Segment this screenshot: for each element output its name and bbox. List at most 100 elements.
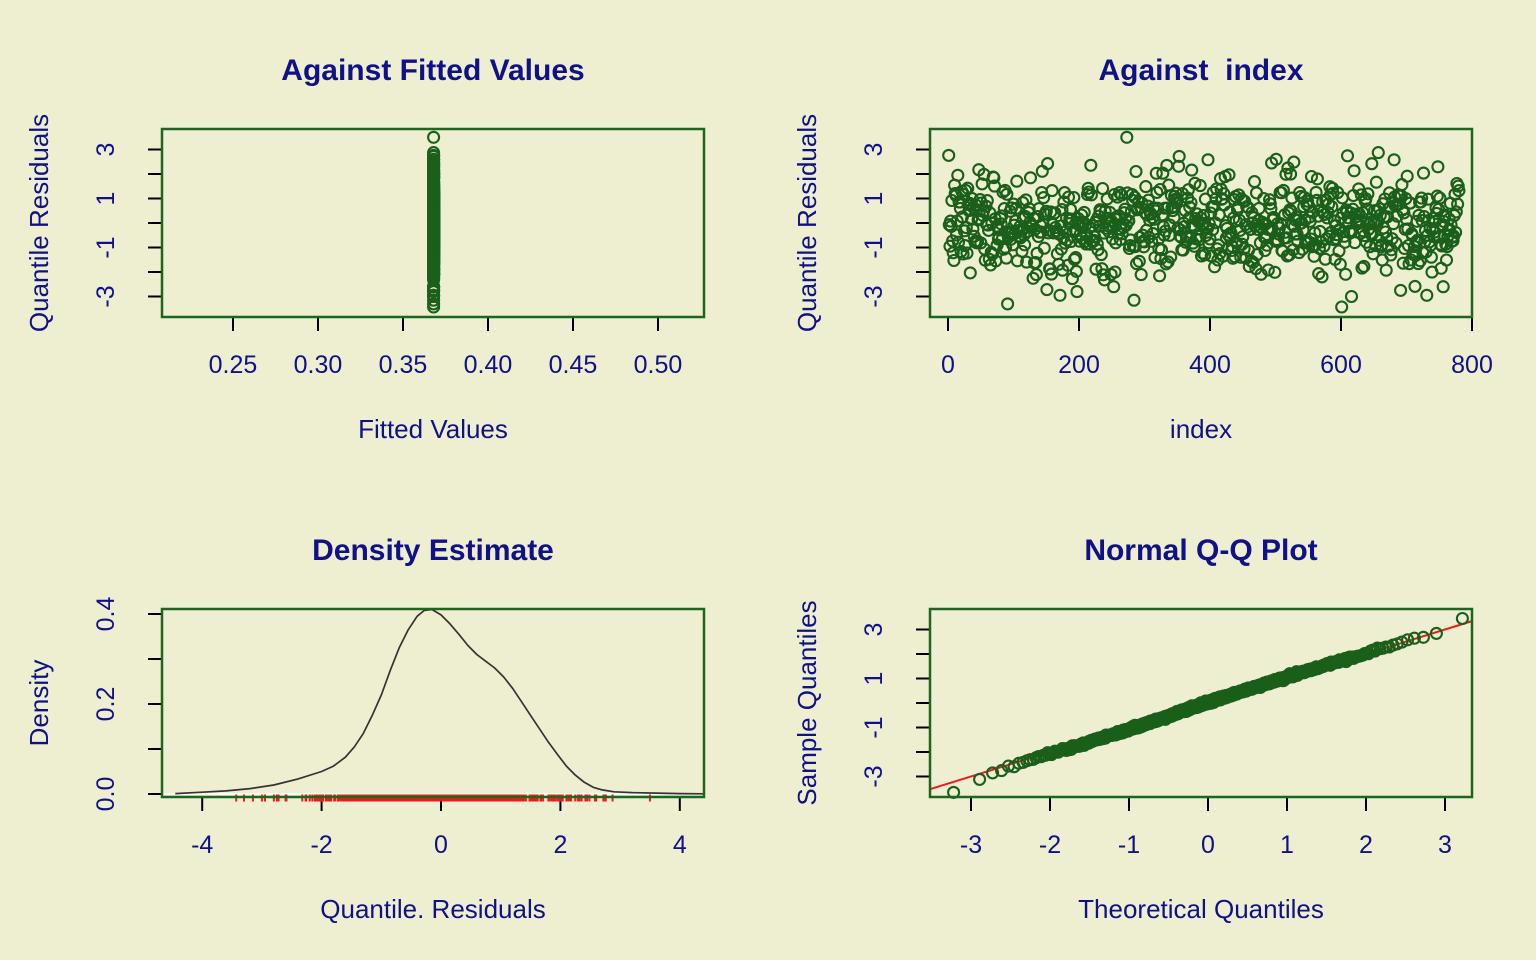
data-point bbox=[1018, 238, 1032, 252]
data-point bbox=[1369, 175, 1383, 189]
y-tick-label: -3 bbox=[92, 285, 120, 307]
data-point bbox=[1010, 174, 1024, 188]
data-point bbox=[1424, 250, 1438, 264]
data-point bbox=[1429, 626, 1443, 640]
data-point bbox=[1436, 280, 1450, 294]
scatter-points bbox=[942, 130, 1466, 314]
data-point bbox=[1431, 160, 1445, 174]
data-point bbox=[1315, 270, 1329, 284]
data-point bbox=[427, 283, 441, 297]
data-point bbox=[1333, 257, 1347, 271]
data-point bbox=[427, 205, 441, 219]
data-point bbox=[1149, 166, 1163, 180]
data-point bbox=[1132, 254, 1146, 268]
data-point bbox=[1263, 197, 1277, 211]
data-point bbox=[1015, 244, 1029, 258]
panel-against-fitted-values: Against Fitted Values Fitted Values Quan… bbox=[24, 54, 706, 444]
data-point bbox=[1084, 188, 1098, 202]
data-point bbox=[947, 253, 961, 268]
x-tick-label: 0 bbox=[1201, 831, 1215, 859]
data-point bbox=[1361, 187, 1375, 201]
data-point bbox=[427, 130, 441, 144]
data-point bbox=[1344, 289, 1359, 304]
x-axis-label: Fitted Values bbox=[358, 414, 508, 444]
axis-ticks: 0.25 0.30 0.35 0.40 0.45 0.50 -3 -1 1 3 bbox=[92, 143, 682, 379]
data-point bbox=[1387, 153, 1401, 167]
data-point bbox=[1408, 279, 1422, 293]
data-point bbox=[1279, 167, 1293, 181]
data-point bbox=[1338, 235, 1352, 249]
y-tick-label: 1 bbox=[860, 672, 888, 686]
data-point bbox=[1113, 186, 1127, 200]
data-point bbox=[1415, 191, 1429, 205]
data-point bbox=[1198, 248, 1212, 262]
y-tick-label: 3 bbox=[860, 143, 888, 157]
plot-box bbox=[160, 607, 706, 799]
data-point bbox=[1037, 191, 1051, 205]
data-point bbox=[1335, 300, 1349, 314]
data-point bbox=[1000, 187, 1014, 201]
data-point bbox=[1378, 225, 1393, 239]
x-tick-label: 2 bbox=[1359, 831, 1373, 859]
data-point bbox=[1184, 196, 1198, 210]
data-point bbox=[1035, 164, 1049, 178]
data-point bbox=[1044, 267, 1059, 281]
y-tick-label: -1 bbox=[860, 236, 888, 258]
data-point bbox=[1014, 231, 1028, 245]
y-tick-label: -1 bbox=[92, 236, 120, 258]
data-point bbox=[1365, 157, 1379, 171]
data-point bbox=[987, 171, 1001, 185]
data-point bbox=[1413, 254, 1427, 268]
data-point bbox=[973, 772, 987, 786]
data-point bbox=[1108, 265, 1122, 279]
density-plot bbox=[162, 608, 704, 802]
data-point bbox=[427, 265, 441, 279]
data-point bbox=[427, 280, 441, 294]
data-point bbox=[1048, 206, 1062, 220]
data-point bbox=[1332, 244, 1346, 258]
data-point bbox=[427, 225, 441, 239]
axis-ticks: 0 200 400 600 800 -3 -1 1 3 bbox=[860, 143, 1493, 379]
data-point bbox=[963, 266, 977, 280]
data-point bbox=[951, 168, 965, 182]
y-tick-label: 3 bbox=[92, 143, 120, 157]
data-point bbox=[1226, 251, 1240, 265]
data-point bbox=[1208, 260, 1222, 274]
data-point bbox=[1386, 217, 1400, 231]
data-point bbox=[427, 253, 441, 267]
x-tick-label: 1 bbox=[1280, 831, 1294, 859]
data-point bbox=[1320, 211, 1334, 225]
data-point bbox=[1201, 153, 1215, 167]
data-point bbox=[1304, 169, 1319, 184]
data-point bbox=[427, 160, 441, 174]
data-point bbox=[1053, 288, 1067, 302]
data-point bbox=[980, 194, 994, 208]
data-point bbox=[427, 261, 441, 275]
y-tick-label: 3 bbox=[860, 623, 888, 637]
density-curve bbox=[175, 608, 704, 795]
data-point bbox=[944, 214, 958, 228]
y-tick-label: 0.2 bbox=[92, 687, 120, 722]
x-tick-label: 0.35 bbox=[379, 351, 428, 379]
x-axis-label: index bbox=[1170, 414, 1232, 444]
data-point bbox=[1026, 271, 1040, 285]
data-point bbox=[1017, 228, 1031, 242]
data-point bbox=[1153, 269, 1167, 283]
x-tick-label: 3 bbox=[1438, 831, 1452, 859]
data-point bbox=[427, 184, 441, 198]
data-point bbox=[1451, 179, 1465, 193]
data-point bbox=[1455, 611, 1469, 626]
plot-box bbox=[928, 607, 1474, 799]
data-point bbox=[1379, 263, 1393, 277]
data-point bbox=[1433, 191, 1447, 205]
data-point bbox=[1416, 630, 1430, 644]
data-point bbox=[1261, 263, 1275, 277]
data-point bbox=[1176, 243, 1190, 257]
qq-plot-data bbox=[929, 611, 1473, 799]
plot-box bbox=[928, 127, 1474, 319]
data-point bbox=[1339, 267, 1353, 281]
data-point bbox=[960, 246, 974, 260]
data-point bbox=[1274, 186, 1288, 200]
data-point bbox=[1284, 167, 1298, 181]
